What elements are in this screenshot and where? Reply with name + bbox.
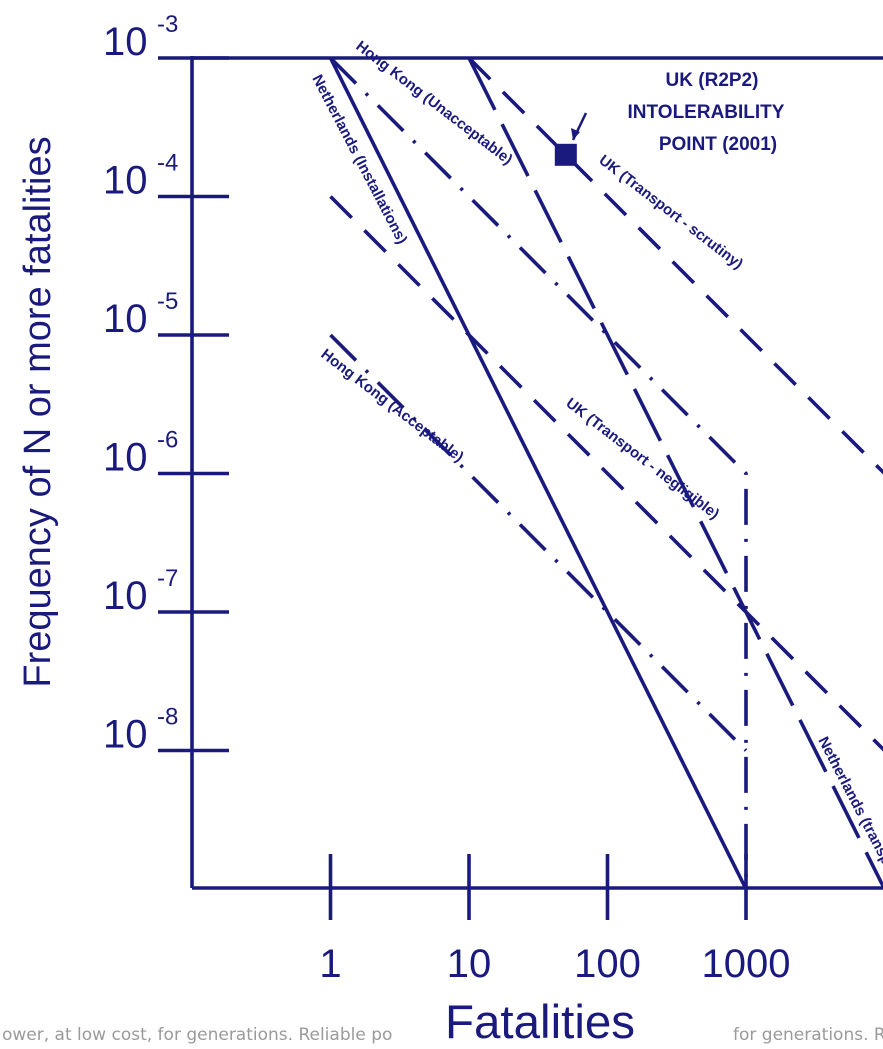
series-layer bbox=[328, 56, 883, 890]
series-label-2: Hong Kong (Acceptable) bbox=[318, 346, 467, 466]
y-tick-exp-5: -8 bbox=[157, 704, 178, 731]
annotation-arrowhead bbox=[571, 128, 580, 140]
y-tick-exp-2: -5 bbox=[157, 288, 178, 315]
series-line-4 bbox=[467, 56, 883, 475]
x-tick-label-2: 100 bbox=[574, 942, 641, 986]
y-tick-exp-0: -3 bbox=[157, 11, 178, 38]
series-label-5: UK (Transport - negligible) bbox=[563, 395, 723, 523]
series-labels: Netherlands (Installations)Hong Kong (Un… bbox=[308, 38, 883, 890]
series-line-3 bbox=[467, 57, 883, 890]
series-line-2 bbox=[329, 333, 748, 752]
axes: 10 -3 10 -4 10 -5 10 -6 10 -7 10 -8 1 10 100 1000 bbox=[103, 11, 883, 986]
series-line-0 bbox=[328, 57, 748, 890]
watermark-left: ower, at low cost, for generations. Reli… bbox=[2, 1025, 392, 1045]
y-tick-label-4: 10 bbox=[103, 574, 148, 618]
y-tick-exp-1: -4 bbox=[157, 150, 178, 177]
y-tick-label-0: 10 bbox=[103, 20, 148, 64]
x-tick-label-3: 1000 bbox=[702, 942, 791, 986]
y-tick-exp-3: -6 bbox=[157, 427, 178, 454]
y-axis-title: Frequency of N or more fatalities bbox=[17, 136, 59, 687]
annotation-line-2: INTOLERABILITY bbox=[628, 102, 785, 123]
y-tick-label-3: 10 bbox=[103, 436, 148, 480]
series-label-4: UK (Transport - scrutiny) bbox=[596, 152, 747, 273]
y-tick-exp-4: -7 bbox=[157, 565, 178, 592]
point-marker-0 bbox=[554, 143, 577, 166]
y-tick-label-1: 10 bbox=[103, 159, 148, 203]
x-tick-label-1: 10 bbox=[447, 942, 492, 986]
x-tick-label-0: 1 bbox=[319, 942, 341, 986]
x-axis-title: Fatalities bbox=[445, 996, 635, 1049]
watermark-right: for generations. Rel bbox=[733, 1025, 883, 1045]
series-label-0: Netherlands (Installations) bbox=[308, 72, 410, 247]
annotation-line-3: POINT (2001) bbox=[659, 134, 777, 155]
y-tick-label-5: 10 bbox=[103, 713, 148, 757]
y-tick-label-2: 10 bbox=[103, 297, 148, 341]
annotation: UK (R2P2) INTOLERABILITY POINT (2001) bbox=[571, 70, 785, 155]
annotation-line-1: UK (R2P2) bbox=[666, 70, 759, 91]
series-line-1 bbox=[329, 56, 748, 889]
series-line-5 bbox=[329, 195, 883, 752]
